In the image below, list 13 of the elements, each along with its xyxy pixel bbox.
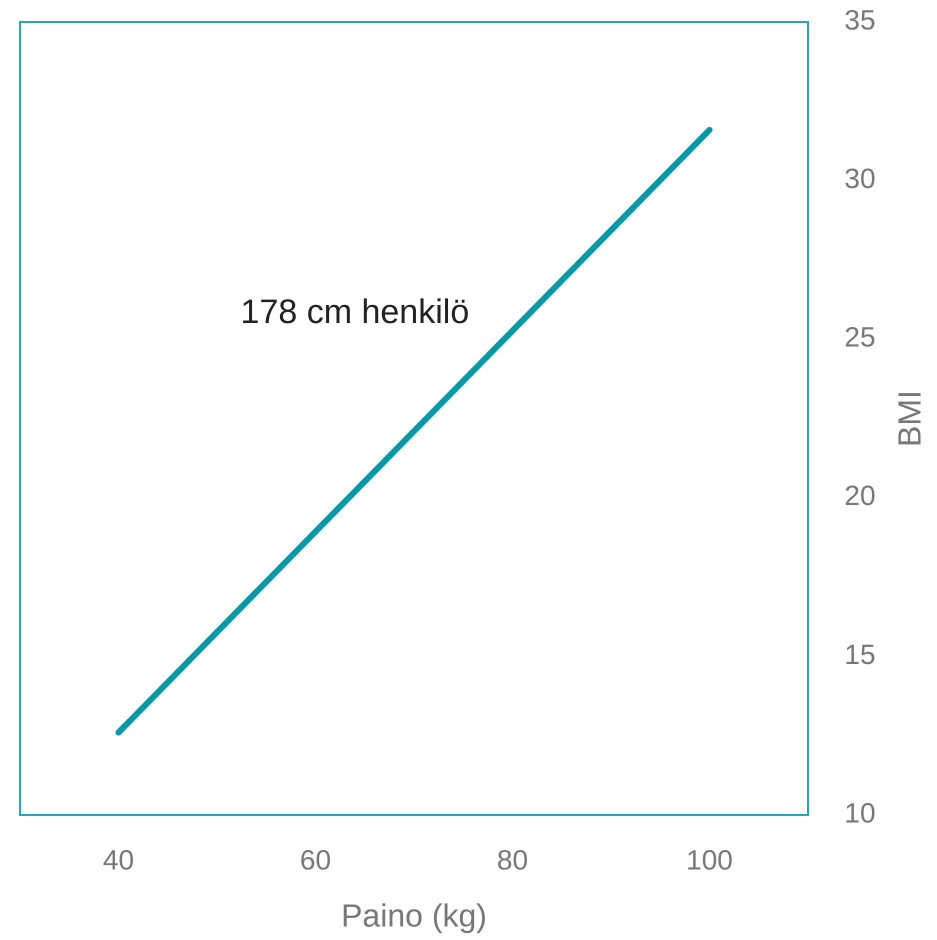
- y-tick-label: 10: [844, 797, 876, 828]
- series-label: 178 cm henkilö: [240, 292, 470, 331]
- x-tick-label: 40: [102, 844, 134, 876]
- x-tick-label: 80: [496, 844, 528, 876]
- x-axis-title: Paino (kg): [341, 897, 487, 934]
- y-tick-label: 25: [844, 322, 876, 353]
- y-tick-label: 35: [844, 4, 876, 36]
- y-tick-label: 15: [844, 638, 876, 670]
- y-axis-title: BMI: [891, 390, 928, 447]
- x-tick-label: 100: [686, 844, 733, 876]
- y-tick-label: 20: [844, 480, 876, 512]
- y-tick-label: 30: [844, 162, 876, 194]
- x-tick-label: 60: [300, 844, 332, 876]
